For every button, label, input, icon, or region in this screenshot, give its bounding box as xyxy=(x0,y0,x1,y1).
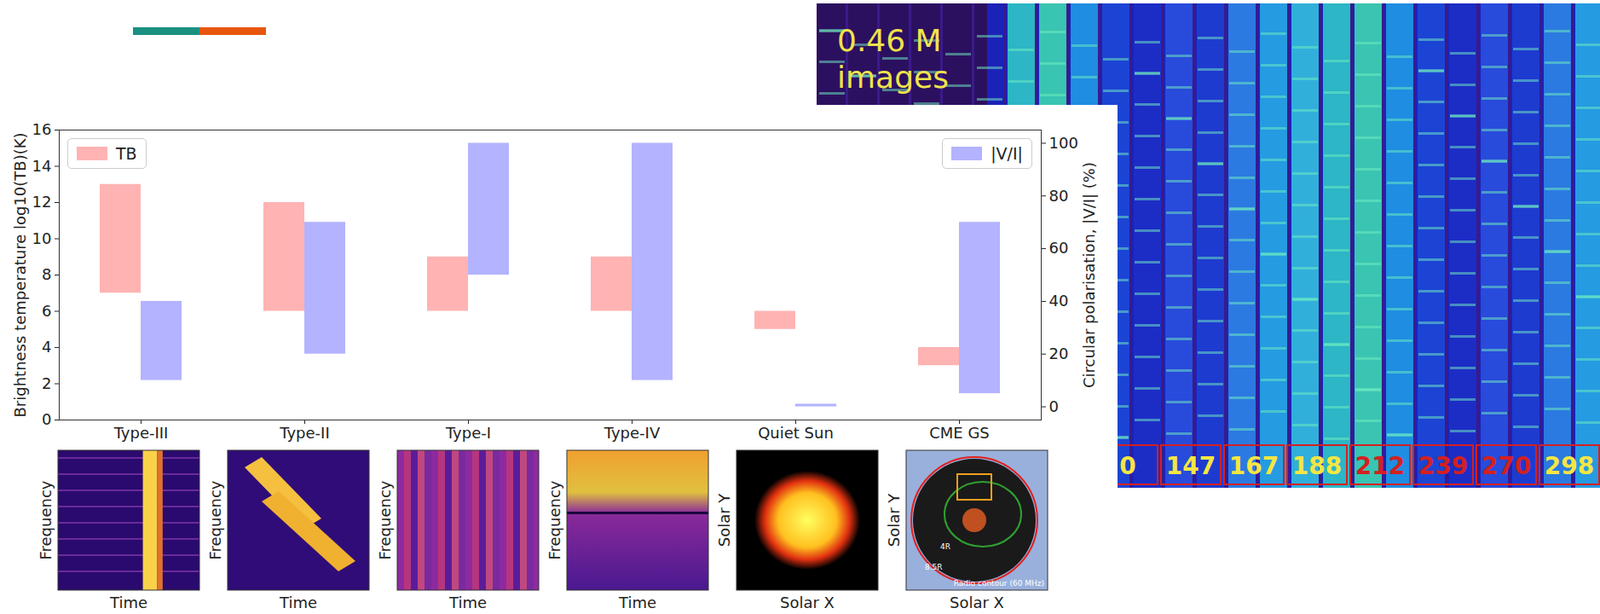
svg-text:Time: Time xyxy=(448,593,487,612)
svg-text:Type-I: Type-I xyxy=(444,423,491,442)
svg-text:8: 8 xyxy=(41,265,52,284)
svg-text:Frequency: Frequency xyxy=(36,479,55,560)
svg-text:Solar X: Solar X xyxy=(949,593,1005,612)
svg-text:Quiet Sun: Quiet Sun xyxy=(757,423,834,442)
svg-text:4: 4 xyxy=(41,337,52,356)
svg-text:Radio contour (60 MHz): Radio contour (60 MHz) xyxy=(953,578,1045,588)
svg-text:10: 10 xyxy=(32,229,52,248)
svg-text:Solar Y: Solar Y xyxy=(715,492,734,548)
svg-text:Brightness temperature log10(T: Brightness temperature log10(TB)(K) xyxy=(11,132,29,417)
svg-text:14: 14 xyxy=(32,156,52,175)
svg-text:Solar Y: Solar Y xyxy=(884,492,903,548)
svg-text:Time: Time xyxy=(109,593,148,612)
svg-text:0: 0 xyxy=(41,410,52,428)
svg-text:Type-II: Type-II xyxy=(278,423,330,442)
svg-text:60: 60 xyxy=(1049,238,1069,257)
svg-text:298: 298 xyxy=(1544,451,1595,480)
svg-text:12: 12 xyxy=(32,192,52,211)
svg-text:239: 239 xyxy=(1418,451,1468,480)
svg-text:Type-III: Type-III xyxy=(113,423,169,442)
svg-text:4R: 4R xyxy=(940,542,951,551)
svg-text:Frequency: Frequency xyxy=(375,479,394,560)
svg-text:147: 147 xyxy=(1166,451,1216,480)
svg-text:Type-IV: Type-IV xyxy=(603,423,661,442)
svg-text:0: 0 xyxy=(1049,397,1059,416)
svg-text:6: 6 xyxy=(41,301,52,320)
html-text:TB: TB xyxy=(115,144,137,163)
svg-text:Time: Time xyxy=(278,593,318,612)
html-text:0.46 M images: 0.46 M images xyxy=(837,23,949,95)
svg-text:167: 167 xyxy=(1229,451,1279,480)
svg-text:8.5R: 8.5R xyxy=(924,562,943,572)
svg-text:Frequency: Frequency xyxy=(206,479,225,560)
svg-text:Solar X: Solar X xyxy=(779,593,835,612)
svg-text:Circular polarisation, |V/I| (: Circular polarisation, |V/I| (%) xyxy=(1080,161,1098,388)
svg-text:Time: Time xyxy=(618,593,657,612)
svg-text:2: 2 xyxy=(41,374,52,393)
svg-text:100: 100 xyxy=(1049,133,1079,152)
svg-text:188: 188 xyxy=(1292,451,1342,480)
svg-text:270: 270 xyxy=(1481,451,1531,480)
svg-text:80: 80 xyxy=(1049,186,1069,205)
svg-text:16: 16 xyxy=(32,120,52,139)
svg-text:CME GS: CME GS xyxy=(929,423,990,442)
svg-text:Frequency: Frequency xyxy=(545,479,564,560)
svg-text:0: 0 xyxy=(1119,451,1136,480)
html-text:|V/I|: |V/I| xyxy=(990,144,1023,163)
svg-text:20: 20 xyxy=(1049,344,1069,363)
svg-text:212: 212 xyxy=(1355,451,1405,480)
svg-text:40: 40 xyxy=(1049,291,1069,310)
